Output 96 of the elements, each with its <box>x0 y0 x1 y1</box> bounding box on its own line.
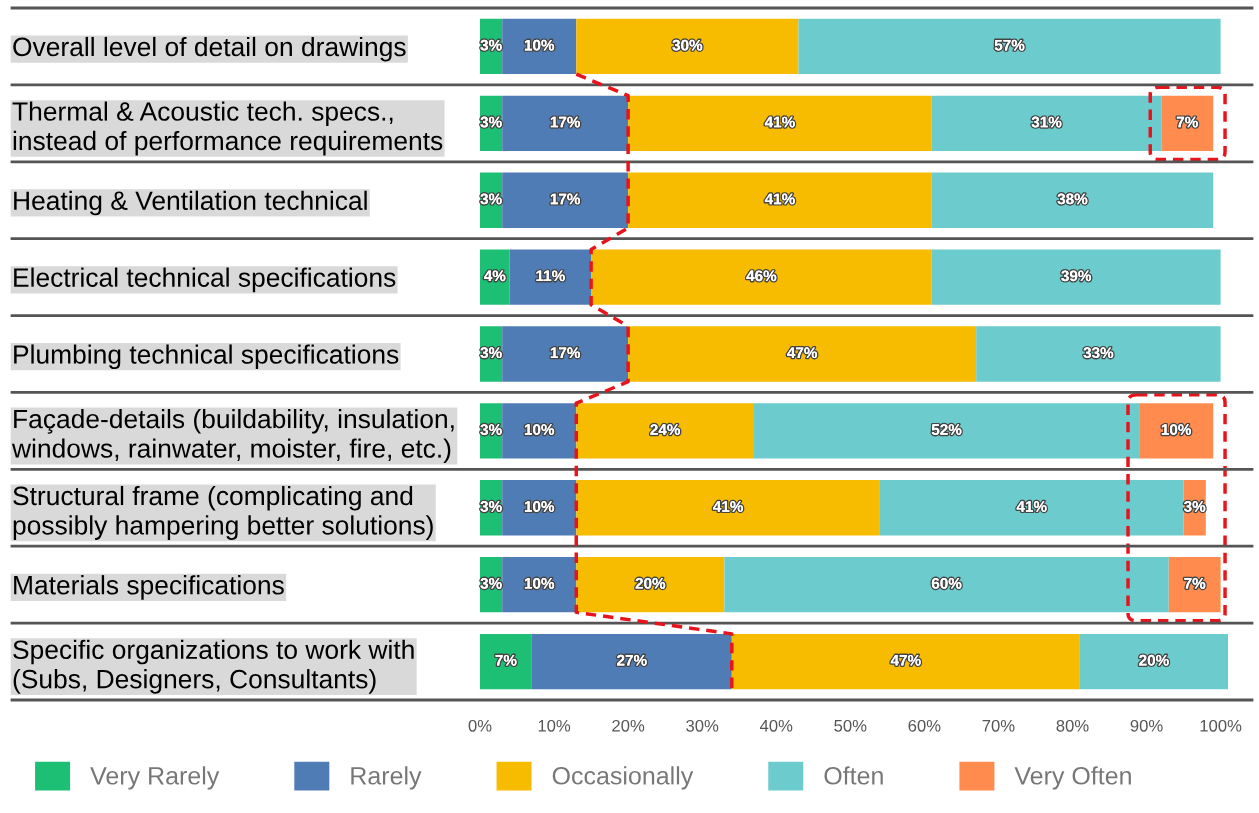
data-label: 60% <box>931 577 962 589</box>
y-tick-label: Heating & Ventilation technical <box>14 190 367 216</box>
x-tick-label: 90% <box>1130 719 1163 732</box>
y-tick-label: Materials specifications <box>14 575 284 600</box>
data-label: 10% <box>524 39 555 51</box>
data-label: 3% <box>480 116 502 128</box>
data-label: 52% <box>931 424 962 435</box>
y-tick-label: Thermal & Acoustic tech. specs., instead of performance requirements <box>12 101 443 156</box>
data-label: 3% <box>480 347 502 359</box>
bar <box>879 480 1184 536</box>
bar <box>591 249 932 305</box>
data-label: 41% <box>1016 501 1047 512</box>
data-label: 10% <box>1161 424 1192 435</box>
data-label: 20% <box>1139 654 1169 666</box>
legend-label: Occasionally <box>552 766 694 790</box>
bar <box>502 403 577 459</box>
data-label: 3% <box>480 424 502 436</box>
bar <box>976 326 1221 382</box>
data-label: 46% <box>746 270 777 282</box>
x-tick-label: 40% <box>759 719 793 732</box>
bar <box>731 633 1080 690</box>
data-label: 10% <box>524 424 555 435</box>
data-label: 7% <box>1176 116 1198 128</box>
data-label: 39% <box>1061 270 1092 282</box>
bar <box>502 326 629 382</box>
data-label: 31% <box>1031 116 1062 128</box>
data-label: 10% <box>524 577 555 589</box>
bar <box>931 172 1214 228</box>
legend-label: Often <box>824 766 883 785</box>
y-tick-label: Specific organizations to work with (Subs, Designers, Consultants) <box>13 639 414 694</box>
data-label: 11% <box>536 270 565 282</box>
data-label: 3% <box>480 39 502 51</box>
x-tick-label: 70% <box>982 719 1015 732</box>
bar <box>502 95 629 152</box>
y-tick-label: Structural frame (complicating and possibly hampering better solutions) <box>13 485 433 540</box>
bar <box>931 95 1162 152</box>
data-label: 7% <box>1184 577 1206 589</box>
bar <box>531 633 732 690</box>
data-label: 47% <box>890 654 921 666</box>
data-label: 3% <box>480 577 502 589</box>
bar <box>480 633 532 690</box>
bar <box>1079 633 1228 690</box>
y-tick-label: Plumbing technical specifications <box>14 344 399 370</box>
bar <box>628 95 932 152</box>
bar <box>798 18 1221 75</box>
x-tick-label: 20% <box>612 719 645 732</box>
data-label: 33% <box>1083 347 1114 359</box>
data-label: 41% <box>713 501 743 512</box>
bar <box>502 480 577 536</box>
x-tick-label: 0% <box>468 719 492 732</box>
data-label: 3% <box>480 193 502 205</box>
bar <box>576 403 755 459</box>
bar <box>628 172 932 228</box>
bar <box>754 403 1140 459</box>
bar <box>1139 403 1214 459</box>
x-tick-label: 100% <box>1200 719 1242 732</box>
x-tick-label: 60% <box>908 719 941 732</box>
legend-label: Rarely <box>351 766 422 790</box>
data-label: 20% <box>635 577 666 589</box>
data-label: 10% <box>524 501 555 512</box>
bar <box>576 18 799 75</box>
bar <box>576 556 725 613</box>
bar <box>1161 95 1214 152</box>
data-label: 17% <box>550 347 581 359</box>
bar <box>502 172 629 228</box>
legend-label: Very Often <box>1014 766 1131 790</box>
data-label: 3% <box>1183 501 1206 512</box>
data-label: 27% <box>617 654 647 666</box>
bar <box>628 326 977 382</box>
data-label: 41% <box>764 116 795 128</box>
data-label: 41% <box>764 193 795 205</box>
data-label: 57% <box>994 39 1025 51</box>
data-label: 7% <box>495 654 517 666</box>
data-label: 24% <box>650 424 681 435</box>
x-tick-label: 50% <box>834 719 867 732</box>
bar <box>509 249 592 305</box>
bar <box>502 556 577 613</box>
y-tick-label: Overall level of detail on drawings <box>13 36 406 62</box>
x-tick-label: 80% <box>1056 719 1089 732</box>
y-tick-label: Façade-details (buildability, insulation, windows, rainwater, moister, fire, etc.) <box>11 408 454 464</box>
data-label: 38% <box>1057 193 1088 205</box>
bar <box>1168 556 1221 613</box>
data-label: 3% <box>480 501 502 512</box>
data-label: 17% <box>550 116 581 128</box>
data-label: 17% <box>550 193 581 205</box>
bar <box>931 249 1221 305</box>
x-tick-label: 10% <box>538 719 571 732</box>
data-label: 47% <box>787 347 818 359</box>
data-label: 30% <box>672 39 703 51</box>
x-tick-label: 30% <box>686 719 719 732</box>
bar <box>724 556 1169 613</box>
legend-label: Very Rarely <box>90 766 220 790</box>
y-tick-label: Electrical technical specifications <box>14 267 396 293</box>
bar <box>576 480 880 536</box>
bar <box>502 18 577 75</box>
data-label: 4% <box>484 270 506 282</box>
